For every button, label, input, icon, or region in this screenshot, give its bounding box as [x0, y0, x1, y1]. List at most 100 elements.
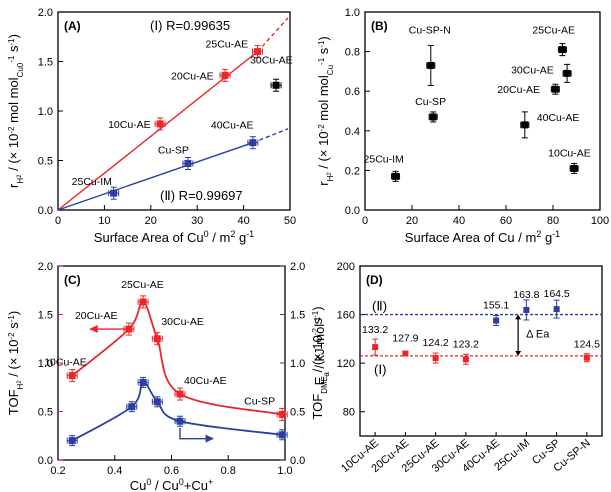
ea-value-label: 127.9	[392, 333, 418, 345]
tof-h2-point	[153, 335, 161, 343]
plot-frame	[359, 265, 603, 437]
point-label: 25Cu-AE	[121, 279, 164, 291]
ea-value-label: 124.5	[574, 339, 600, 351]
x-tick-label: 20	[145, 215, 157, 227]
y-tick-label: 1.0	[38, 106, 53, 118]
y-left-axis-title: TOFH2 / (× 10-2 s-1)	[6, 311, 25, 415]
y-left-tick-label: 0.0	[38, 455, 53, 467]
y-left-tick-label: 2.0	[38, 261, 53, 273]
plot-frame	[364, 11, 601, 211]
ea-point	[553, 306, 560, 313]
point-label: 30Cu-AE	[250, 54, 293, 66]
fit-line-i-extension	[257, 17, 289, 53]
panel-a: 0 10 20 30 40 50 0.0 0.5 1.0 1.5 2.0 Surface Area o…	[6, 7, 296, 245]
tof-dme-curve	[71, 381, 283, 442]
point-label: 40Cu-AE	[184, 375, 227, 387]
data-point	[429, 113, 437, 121]
x-tick-label: 80	[547, 215, 559, 227]
panel-b: 0 20 40 60 80 100 0.0 0.2 0.4 0.6 0.8 1.0 Surface Ar…	[316, 7, 609, 245]
y-tick-label: 0.8	[345, 47, 360, 59]
y-right-tick-label: 1.0	[290, 358, 305, 370]
x-tick-label: 0.2	[50, 465, 65, 477]
x-tick-label: 50	[284, 215, 296, 227]
tof-dme-point	[128, 403, 136, 411]
point-label: Cu-SP	[158, 144, 189, 156]
right-axis-arrowhead	[205, 434, 215, 443]
fit-label-i: (Ⅰ) R=0.99635	[150, 18, 230, 33]
ea-value-label: 123.2	[453, 338, 479, 350]
tof-dme-point	[278, 431, 286, 439]
y-tick-label: 0.4	[345, 126, 360, 138]
x-tick-label: 1.0	[277, 465, 292, 477]
ea-value-label: 133.2	[362, 324, 388, 336]
y-tick-label: 0.0	[345, 205, 360, 217]
point-label: 40Cu-AE	[537, 112, 580, 124]
delta-arrowhead-top	[515, 314, 522, 320]
ea-value-label: 163.8	[513, 289, 539, 301]
y-tick-label: 1.5	[38, 57, 53, 69]
tof-h2-point	[125, 325, 133, 333]
point-label: 30Cu-AE	[511, 64, 554, 76]
tof-dme-point	[139, 378, 147, 386]
x-tick-label: 0	[55, 215, 61, 227]
x-tick-label: 40	[453, 215, 465, 227]
y-right-tick-label: 1.5	[290, 310, 305, 322]
panel-label: (A)	[64, 19, 81, 33]
x-tick-label: 0	[362, 215, 368, 227]
panel-c: 0.2 0.4 0.6 0.8 1.00.00.51.01.52.00.00.51.01…	[6, 261, 329, 492]
data-point	[570, 164, 578, 172]
y-tick-label: 1.0	[345, 7, 360, 19]
point-label: 30Cu-AE	[161, 316, 204, 328]
point-label: 25Cu-IM	[364, 153, 404, 165]
y-left-tick-label: 1.0	[38, 358, 53, 370]
x-tick-label: 0.6	[164, 465, 179, 477]
tof-dme-point	[153, 398, 161, 406]
point-label: Cu-SP	[415, 96, 446, 108]
y-tick-label: 160	[337, 310, 355, 322]
ea-value-label: 124.2	[422, 337, 448, 349]
y-tick-label: 200	[337, 261, 355, 273]
y-axis-title: rH2 / (× 10-2 mol molCu0-1 s-1)	[6, 34, 25, 188]
point-label: 20Cu-AE	[75, 310, 118, 322]
left-axis-arrowhead	[89, 325, 98, 334]
x-tick-label: 100	[591, 215, 609, 227]
panel-label: (B)	[371, 19, 388, 33]
point-label: 25Cu-IM	[72, 176, 112, 188]
tof-dme-point	[176, 417, 184, 425]
data-point	[392, 172, 400, 180]
tof-h2-point	[68, 372, 76, 380]
tof-h2-point	[278, 410, 286, 418]
ea-point	[372, 344, 379, 351]
right-axis-arrow	[179, 427, 206, 440]
point-label: 10Cu-AE	[548, 147, 591, 159]
point-label: 25Cu-AE	[206, 39, 249, 51]
data-point	[156, 120, 164, 128]
x-tick-label: 40	[237, 215, 249, 227]
data-point	[558, 46, 566, 54]
point-label: 10Cu-AE	[44, 357, 87, 369]
ea-point	[462, 356, 469, 363]
tof-dme-point	[68, 437, 76, 445]
x-tick-label: 60	[500, 215, 512, 227]
panel-label: (C)	[64, 273, 81, 287]
point-label: 20Cu-AE	[497, 84, 540, 96]
x-axis-title: Surface Area of Cu / m2 g-1	[405, 229, 560, 245]
y-axis-title: Ea / kJ mol-1	[312, 316, 331, 385]
x-tick-label: 0.8	[221, 465, 236, 477]
group-label-ii: (Ⅱ)	[372, 299, 387, 314]
x-tick-label: 0.4	[107, 465, 122, 477]
panel-label: (D)	[366, 273, 383, 287]
point-label: 10Cu-AE	[108, 119, 151, 131]
y-right-tick-label: 0.0	[290, 455, 305, 467]
tof-h2-curve	[71, 300, 283, 416]
tof-h2-point	[139, 298, 147, 306]
data-point	[221, 71, 229, 79]
y-right-tick-label: 0.5	[290, 407, 305, 419]
y-axis-title: rH2 / (× 10-2 mol molCu-1 s-1)	[316, 36, 335, 186]
y-tick-label: 120	[337, 358, 355, 370]
y-tick-label: 0.5	[38, 156, 53, 168]
tof-h2-point	[176, 390, 184, 398]
data-point	[272, 81, 280, 89]
data-point	[184, 159, 192, 167]
point-label: 25Cu-AE	[532, 25, 575, 37]
